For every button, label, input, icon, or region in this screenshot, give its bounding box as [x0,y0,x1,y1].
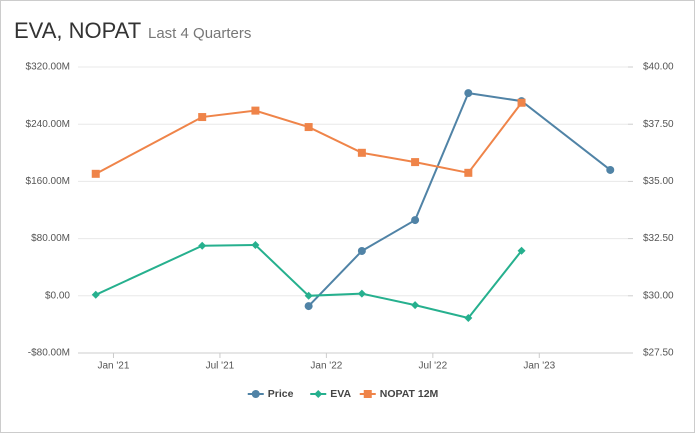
marker [91,290,100,299]
legend-item: Price [247,388,294,400]
marker [464,313,473,322]
y2-tick-label: $37.50 [643,119,674,130]
marker [357,289,366,298]
x-tick-label: Jul '21 [206,361,235,372]
x-tick-label: Jan '21 [98,361,130,372]
y2-tick-label: $30.00 [643,290,674,301]
marker [304,302,313,311]
marker [411,301,420,310]
marker [304,123,313,132]
x-tick-label: Jul '22 [419,361,448,372]
y-tick-label: $240.00M [26,119,70,130]
marker [251,106,260,115]
legend-label: Price [268,388,294,400]
marker [363,390,372,398]
marker [411,216,420,225]
marker [411,158,420,167]
marker [517,246,526,255]
marker [304,291,313,300]
marker [517,98,526,107]
marker [357,148,366,157]
chart-title: EVA, NOPAT [14,18,141,43]
marker [314,390,323,398]
marker [198,241,207,250]
marker [357,246,366,255]
y-tick-label: $0.00 [45,290,70,301]
y2-tick-label: $27.50 [643,348,674,359]
series-line [95,102,523,175]
y-tick-label: -$80.00M [28,348,70,359]
marker [251,390,260,398]
legend-label: NOPAT 12M [380,388,439,400]
x-tick-label: Jan '23 [523,361,555,372]
y2-tick-label: $32.50 [643,233,674,244]
x-tick-label: Jan '22 [310,361,342,372]
marker [464,89,473,98]
y-tick-label: $80.00M [31,233,70,244]
marker [606,165,615,174]
y2-tick-label: $35.00 [643,176,674,187]
marker [464,168,473,177]
legend-item: NOPAT 12M [359,388,439,400]
legend-label: EVA [330,388,351,400]
series-line [307,91,611,307]
y-tick-label: $160.00M [26,176,70,187]
series-line [95,244,523,320]
marker [198,113,207,122]
marker [91,169,100,178]
y2-tick-label: $40.00 [643,62,674,73]
y-tick-label: $320.00M [26,62,70,73]
marker [251,241,260,250]
legend-item: EVA [310,388,351,400]
chart-subtitle: Last 4 Quarters [148,25,251,42]
